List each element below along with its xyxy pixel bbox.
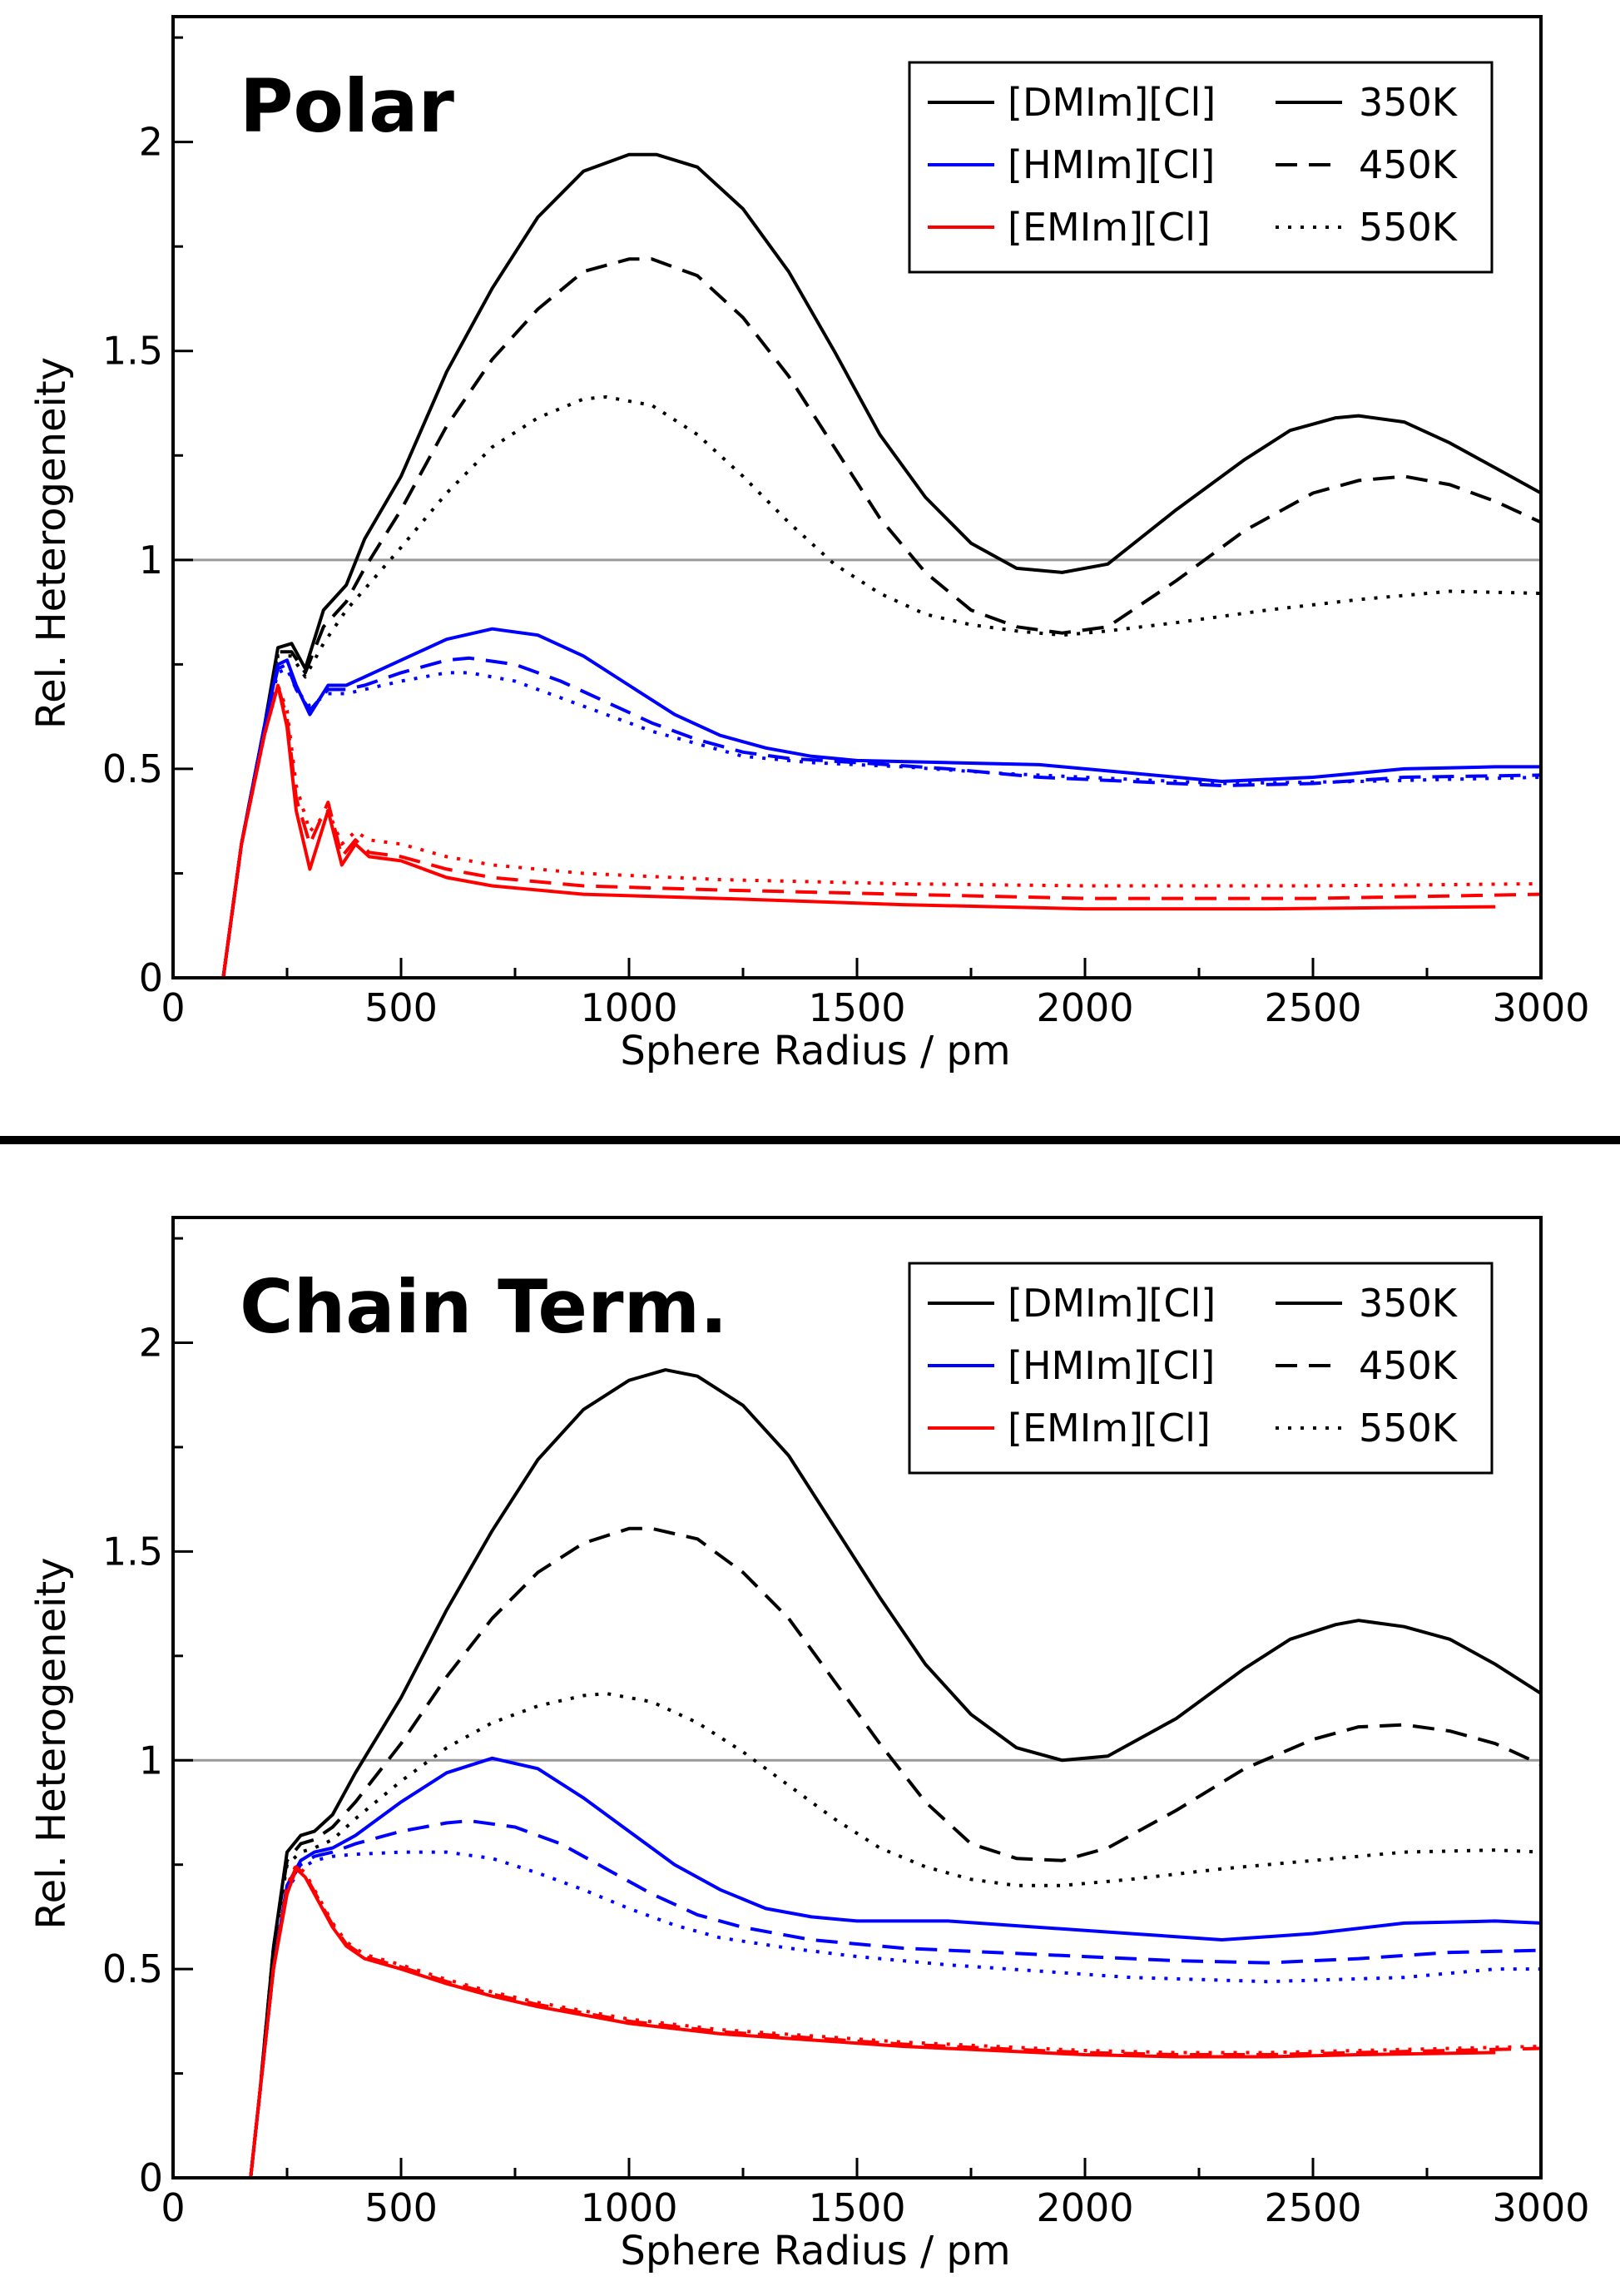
legend: [DMIm][Cl] [HMIm][Cl] [EMIm][Cl] 350K 450K 55…	[908, 61, 1494, 274]
series-line-emimcl-550k	[249, 1862, 1541, 2178]
legend-label-temperature: 550K	[1359, 205, 1459, 250]
series-line-hmimcl-450k	[221, 656, 1541, 978]
x-tick-label: 3000	[1492, 985, 1589, 1030]
y-axis-label: Rel. Heterogeneity	[28, 357, 75, 729]
series-line-dmimcl-350k	[249, 1368, 1541, 2178]
series-line-emimcl-550k	[221, 683, 1541, 978]
legend-label-system: [DMIm][Cl]	[1008, 1281, 1216, 1326]
series-line-dmimcl-450k	[221, 257, 1541, 978]
series-group	[249, 1368, 1541, 2178]
x-tick-label: 1000	[580, 2185, 677, 2230]
y-axis-label: Rel. Heterogeneity	[28, 1557, 75, 1929]
y-tick-label: 0	[139, 2155, 163, 2200]
series-line-emimcl-350k	[249, 1867, 1496, 2178]
y-tick-label: 2	[139, 1321, 163, 1366]
legend-box	[908, 1262, 1494, 1475]
legend-label-temperature: 450K	[1359, 1343, 1459, 1388]
x-axis-label: Sphere Radius / pm	[620, 1028, 1010, 1074]
y-tick-label: 1.5	[102, 1529, 163, 1574]
legend-label-system: [HMIm][Cl]	[1008, 142, 1215, 187]
legend-label-temperature: 350K	[1359, 1281, 1459, 1326]
series-group	[221, 152, 1541, 978]
legend-label-system: [EMIm][Cl]	[1008, 205, 1211, 250]
series-line-dmimcl-350k	[221, 152, 1541, 978]
x-tick-label: 2500	[1264, 985, 1361, 1030]
legend-label-system: [EMIm][Cl]	[1008, 1406, 1211, 1450]
series-line-emimcl-450k	[249, 1865, 1541, 2178]
series-line-hmimcl-350k	[221, 627, 1541, 978]
chart-panel-chain-term: 0 500 1000 1500 2000 2500 3000 0 0.5 1 1.5 2 Sphere …	[28, 1216, 1590, 2274]
x-tick-label: 0	[161, 985, 185, 1030]
legend-label-system: [DMIm][Cl]	[1008, 80, 1216, 125]
y-tick-label: 1	[139, 538, 163, 583]
y-tick-label: 0.5	[102, 1946, 163, 1991]
x-tick-label: 1500	[808, 2185, 905, 2230]
legend-label-system: [HMIm][Cl]	[1008, 1343, 1215, 1388]
series-line-hmimcl-350k	[249, 1756, 1541, 2178]
legend-label-temperature: 350K	[1359, 80, 1459, 125]
series-line-dmimcl-550k	[221, 395, 1541, 978]
x-tick-label: 1000	[580, 985, 677, 1030]
series-line-emimcl-450k	[221, 683, 1541, 978]
x-tick-label: 500	[364, 985, 438, 1030]
y-tick-label: 1.5	[102, 329, 163, 374]
x-tick-label: 3000	[1492, 2185, 1589, 2230]
series-line-dmimcl-550k	[249, 1692, 1541, 2178]
x-tick-label: 500	[364, 2185, 438, 2230]
y-tick-label: 0	[139, 955, 163, 1000]
x-tick-label: 1500	[808, 985, 905, 1030]
legend-box	[908, 61, 1494, 274]
series-line-hmimcl-550k	[249, 1850, 1541, 2178]
panel-title: Polar	[240, 63, 455, 149]
chart-panel-polar: 0 500 1000 1500 2000 2500 3000 0 0.5 1 1.5 2 Sphere …	[28, 15, 1590, 1074]
series-line-dmimcl-450k	[249, 1526, 1541, 2178]
y-tick-label: 0.5	[102, 746, 163, 791]
y-tick-label: 1	[139, 1738, 163, 1783]
series-line-emimcl-350k	[221, 683, 1496, 978]
x-tick-label: 2000	[1036, 985, 1133, 1030]
y-tick-label: 2	[139, 120, 163, 165]
legend-label-temperature: 550K	[1359, 1406, 1459, 1450]
series-line-hmimcl-550k	[221, 667, 1541, 978]
x-axis-label: Sphere Radius / pm	[620, 2228, 1010, 2274]
legend-label-temperature: 450K	[1359, 142, 1459, 187]
x-tick-label: 2500	[1264, 2185, 1361, 2230]
x-tick-label: 0	[161, 2185, 185, 2230]
x-tick-label: 2000	[1036, 2185, 1133, 2230]
legend: [DMIm][Cl] [HMIm][Cl] [EMIm][Cl] 350K 450K 55…	[908, 1262, 1494, 1475]
series-line-hmimcl-450k	[249, 1819, 1541, 2178]
panel-title: Chain Term.	[240, 1264, 728, 1350]
